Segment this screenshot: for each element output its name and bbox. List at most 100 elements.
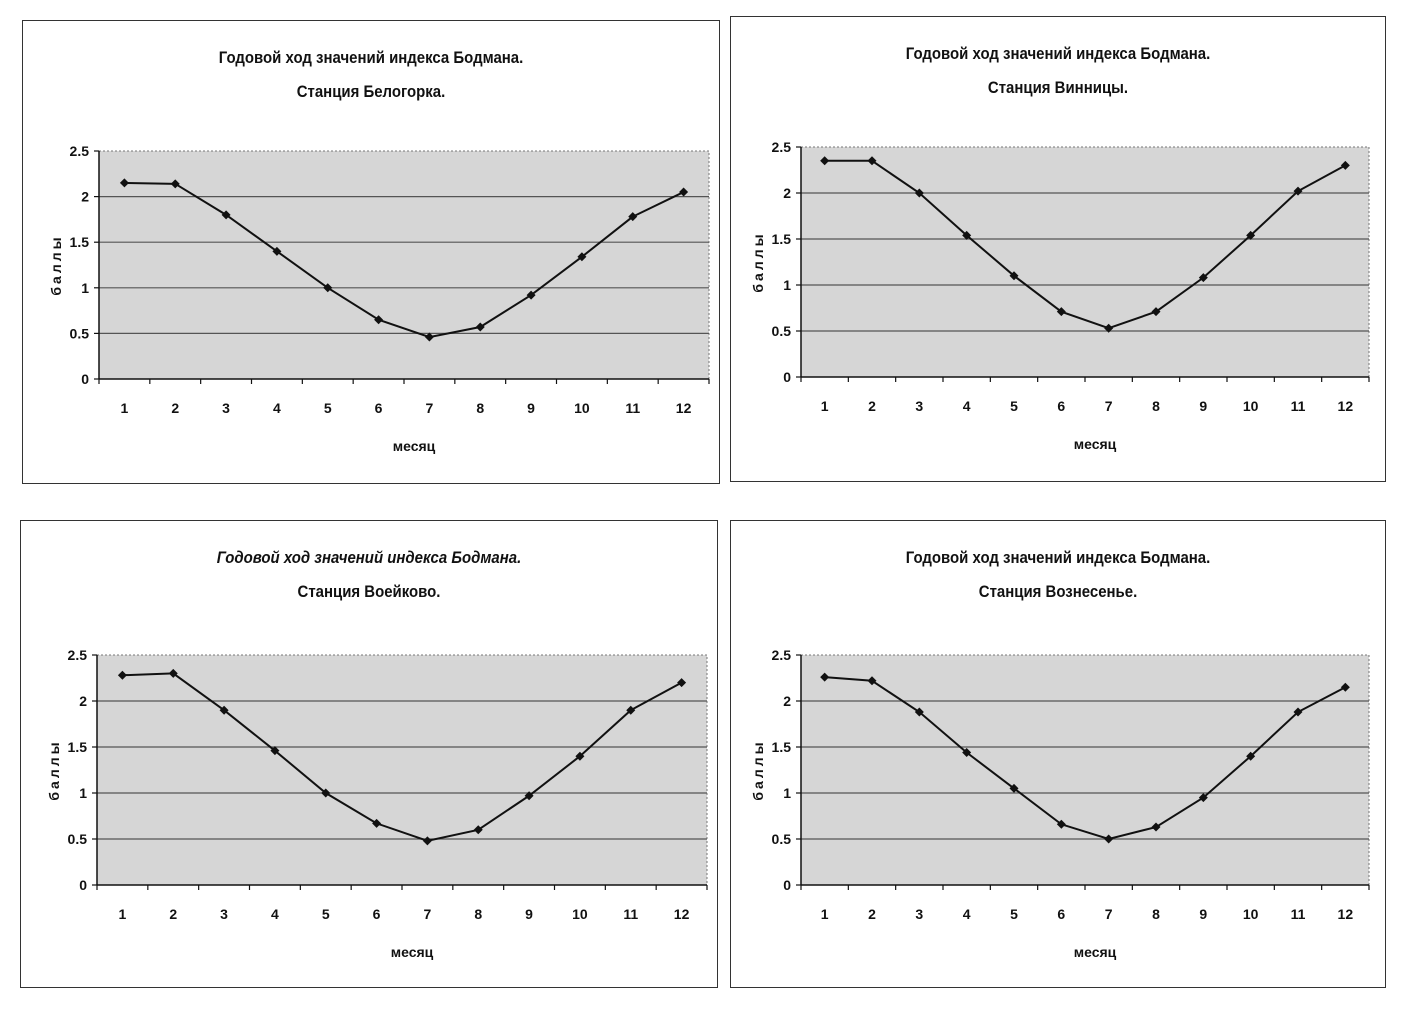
y-tick-label: 0 [783,877,791,893]
x-tick-label: 6 [1057,906,1065,922]
data-point [914,188,924,198]
x-tick-label: 2 [171,400,179,416]
y-tick-label: 0.5 [772,323,792,339]
x-tick-label: 4 [963,906,971,922]
y-axis-label: баллы [750,739,766,800]
x-tick-label: 12 [674,906,690,922]
data-point [679,187,689,197]
y-tick-label: 1 [783,277,791,293]
x-tick-label: 5 [1010,398,1018,414]
y-axis-label: баллы [750,231,766,292]
x-tick-label: 2 [169,906,177,922]
data-point [962,230,972,240]
data-point [323,283,333,293]
x-tick-label: 11 [623,906,638,922]
y-tick-label: 2.5 [772,647,792,663]
x-tick-label: 8 [1152,906,1160,922]
y-tick-label: 2.5 [68,647,88,663]
x-tick-label: 1 [121,400,129,416]
x-tick-label: 8 [1152,398,1160,414]
data-point [117,670,127,680]
data-point [867,156,877,166]
x-tick-label: 6 [1057,398,1065,414]
y-tick-label: 2 [783,185,791,201]
x-tick-label: 7 [426,400,434,416]
y-tick-label: 1.5 [772,231,792,247]
x-tick-label: 9 [525,906,533,922]
x-tick-label: 8 [474,906,482,922]
y-tick-label: 0 [79,877,87,893]
series-line [824,676,1346,841]
data-point [1151,822,1161,832]
x-tick-label: 3 [222,400,230,416]
data-point [575,751,585,761]
x-tick-label: 5 [1010,906,1018,922]
plot-area [800,146,1370,378]
x-tick-label: 9 [527,400,535,416]
x-tick-label: 7 [1105,906,1113,922]
data-point [1056,819,1066,829]
data-point [170,179,180,189]
chart-title-line-2: Станция Воейково. [297,582,441,601]
x-tick-label: 12 [1338,906,1354,922]
x-tick-label: 6 [375,400,383,416]
x-tick-label: 3 [220,906,228,922]
x-tick-label: 12 [676,400,692,416]
data-point [524,791,534,801]
data-point [1151,307,1161,317]
data-point [1198,793,1208,803]
plot-area [96,654,708,886]
x-tick-label: 4 [963,398,971,414]
x-tick-label: 7 [1105,398,1113,414]
x-tick-label: 10 [574,400,590,416]
data-point [372,818,382,828]
data-point [1056,307,1066,317]
data-point [272,246,282,256]
x-axis-label: месяц [1074,944,1117,960]
data-point [1246,751,1256,761]
x-tick-label: 10 [1243,398,1259,414]
data-point [914,707,924,717]
x-tick-label: 4 [273,400,281,416]
chart-panel-voeikovo: Годовой ход значений индекса Бодмана. Ст… [20,520,718,988]
data-point [577,252,587,262]
y-tick-label: 0 [81,371,89,387]
y-tick-label: 0.5 [70,325,90,341]
data-point [626,705,636,715]
chart-title: Годовой ход значений индекса Бодмана. Ст… [770,541,1346,609]
chart-title-line-2: Станция Вознесенье. [978,582,1138,601]
data-point [1009,271,1019,281]
x-tick-label: 9 [1199,906,1207,922]
y-tick-label: 1.5 [70,234,90,250]
data-point [962,748,972,758]
chart-title-line-2: Станция Белогорка. [296,82,446,101]
y-tick-label: 1 [783,785,791,801]
y-tick-label: 1.5 [68,739,88,755]
y-tick-label: 0.5 [772,831,792,847]
series-line [122,672,683,842]
x-tick-label: 7 [424,906,432,922]
x-tick-label: 10 [1243,906,1259,922]
x-axis-label: месяц [393,438,436,454]
plot-area [800,654,1370,886]
x-tick-label: 2 [868,906,876,922]
data-point [1104,323,1114,333]
data-point [374,315,384,325]
data-point [526,290,536,300]
data-point [321,788,331,798]
y-tick-label: 2 [783,693,791,709]
x-tick-label: 3 [915,398,923,414]
data-point [677,678,687,688]
data-point [270,746,280,756]
data-point [1340,682,1350,692]
data-point [820,672,830,682]
plot-area [98,150,710,380]
data-point [168,668,178,678]
x-tick-label: 2 [868,398,876,414]
y-tick-label: 2 [81,189,89,205]
x-tick-label: 3 [915,906,923,922]
series-line [124,181,685,339]
data-point [1246,230,1256,240]
